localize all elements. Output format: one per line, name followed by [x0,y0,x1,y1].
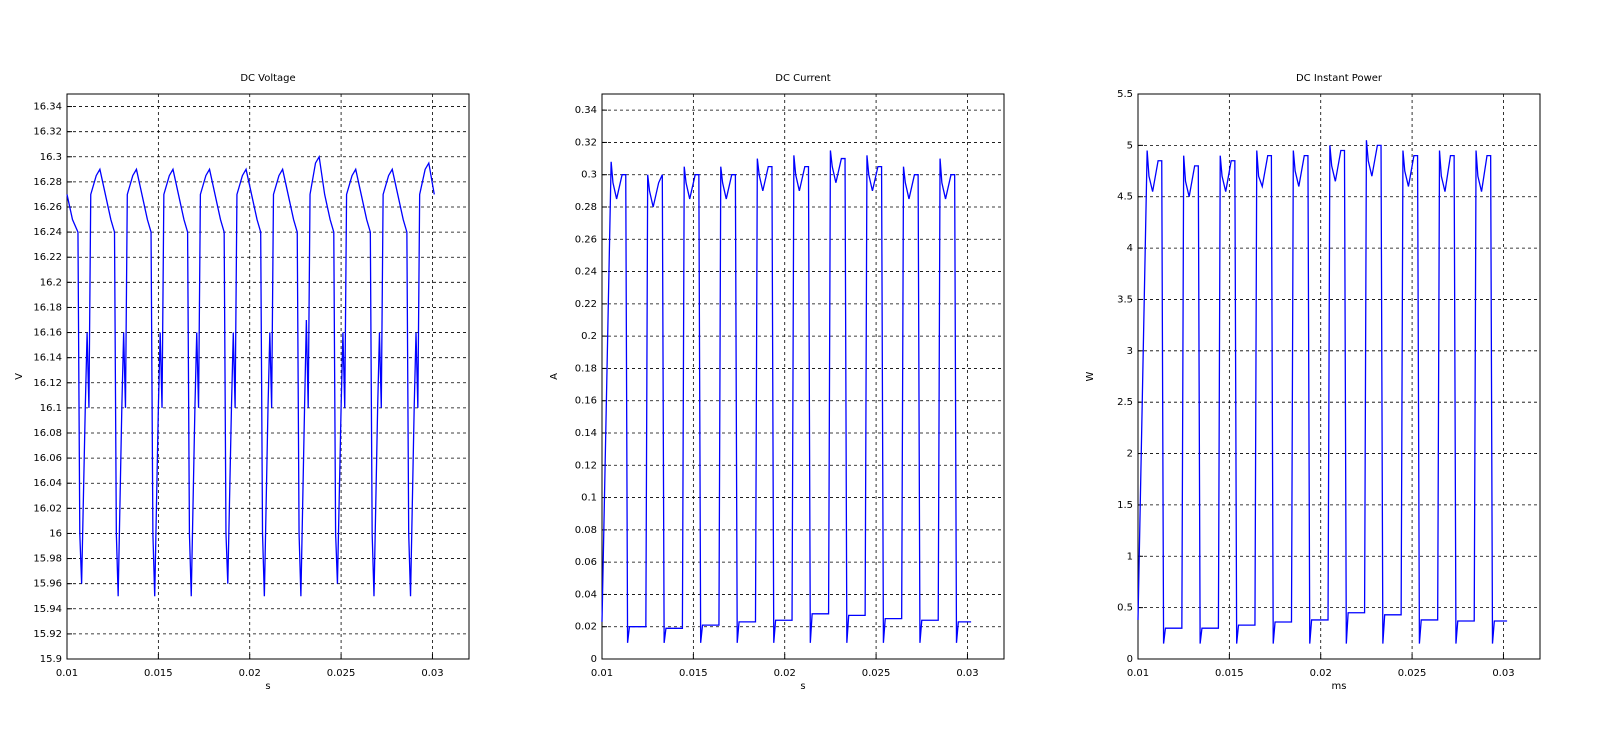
y-tick-label: 16 [49,528,62,539]
y-tick-label: 15.98 [33,554,62,565]
x-tick-label: 0.02 [239,668,261,679]
chart-title: DC Instant Power [1296,73,1383,84]
y-tick-label: 16.12 [33,378,62,389]
y-tick-label: 0.22 [575,299,597,310]
x-axis-label: ms [1332,681,1347,692]
y-tick-label: 1 [1127,551,1133,562]
y-tick-label: 16.14 [33,353,62,364]
data-line [601,150,972,643]
y-tick-label: 0.26 [575,234,597,245]
y-tick-label: 0.16 [575,396,597,407]
y-tick-label: 15.96 [33,579,62,590]
x-tick-label: 0.015 [1215,668,1244,679]
x-tick-label: 0.025 [1398,668,1427,679]
y-tick-label: 0.12 [575,460,597,471]
y-tick-label: 16.16 [33,328,62,339]
x-tick-label: 0.015 [679,668,708,679]
x-tick-label: 0.015 [144,668,173,679]
chart-title: DC Voltage [240,73,295,84]
data-line [66,154,435,597]
y-tick-label: 4.5 [1117,192,1133,203]
chart-title: DC Current [775,73,830,84]
y-tick-label: 16.08 [33,428,62,439]
x-tick-label: 0.01 [56,668,78,679]
y-tick-label: 0.3 [581,170,597,181]
y-axis-label: A [549,373,560,380]
y-tick-label: 16.06 [33,453,62,464]
y-tick-label: 0.04 [575,589,597,600]
plot-frame [601,93,1005,660]
y-tick-label: 0.2 [581,331,597,342]
y-tick-label: 0.24 [575,267,597,278]
x-tick-label: 0.01 [591,668,613,679]
y-tick-label: 0.06 [575,557,597,568]
y-tick-label: 15.9 [40,654,62,665]
y-tick-label: 0.5 [1117,603,1133,614]
x-tick-label: 0.03 [956,668,978,679]
y-tick-label: 5.5 [1117,89,1133,100]
y-tick-label: 16.3 [40,152,62,163]
plot-frame [66,93,470,660]
y-tick-label: 16.1 [40,403,62,414]
y-tick-label: 3.5 [1117,294,1133,305]
y-tick-label: 0.28 [575,202,597,213]
x-tick-label: 0.03 [1492,668,1514,679]
y-tick-label: 15.94 [33,604,62,615]
y-tick-label: 0.34 [575,105,597,116]
y-tick-label: 0 [1127,654,1133,665]
y-tick-label: 16.02 [33,503,62,514]
y-tick-label: 16.2 [40,277,62,288]
y-tick-label: 16.04 [33,478,62,489]
y-tick-label: 0 [591,654,597,665]
y-tick-label: 1.5 [1117,500,1133,511]
y-tick-label: 16.34 [33,102,62,113]
x-tick-label: 0.02 [1310,668,1332,679]
y-tick-label: 0.02 [575,622,597,633]
x-axis-label: s [800,681,805,692]
y-tick-label: 2.5 [1117,397,1133,408]
y-tick-label: 5 [1127,140,1133,151]
y-tick-label: 0.1 [581,493,597,504]
y-tick-label: 16.28 [33,177,62,188]
x-tick-label: 0.02 [774,668,796,679]
y-tick-label: 0.08 [575,525,597,536]
y-tick-label: 16.32 [33,127,62,138]
y-tick-label: 0.32 [575,137,597,148]
y-tick-label: 15.92 [33,629,62,640]
y-tick-label: 16.26 [33,202,62,213]
y-tick-label: 16.18 [33,302,62,313]
y-tick-label: 16.24 [33,227,62,238]
y-tick-label: 3 [1127,346,1133,357]
y-axis-label: W [1085,371,1096,381]
x-tick-label: 0.03 [421,668,443,679]
plot-frame [1137,93,1541,660]
x-tick-label: 0.01 [1127,668,1149,679]
y-tick-label: 16.22 [33,252,62,263]
y-axis-label: V [14,373,25,380]
y-tick-label: 4 [1127,243,1133,254]
x-axis-label: s [265,681,270,692]
x-tick-label: 0.025 [862,668,891,679]
x-tick-label: 0.025 [327,668,356,679]
y-tick-label: 0.14 [575,428,597,439]
data-line [1137,140,1508,644]
y-tick-label: 0.18 [575,363,597,374]
y-tick-label: 2 [1127,449,1133,460]
